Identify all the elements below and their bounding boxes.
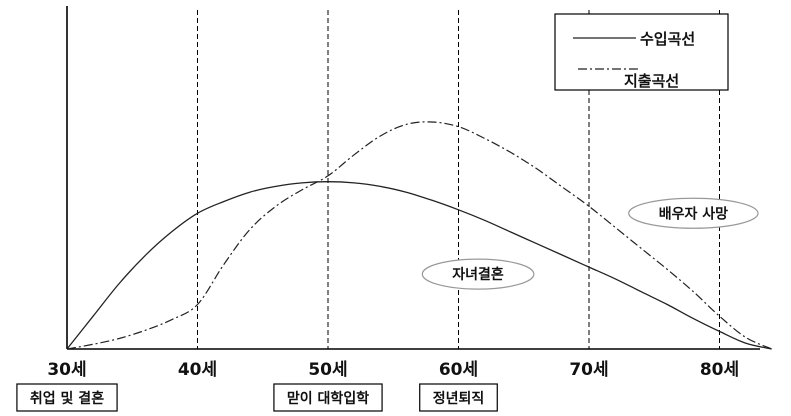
series-line-expense	[66, 121, 772, 350]
annotation: 자녀결혼	[421, 258, 535, 290]
annotation-label: 자녀결혼	[452, 266, 504, 283]
annotation-label: 맏이 대학입학	[287, 390, 369, 407]
annotation: 정년퇴직	[419, 383, 498, 412]
x-tick-label: 30세	[47, 360, 86, 380]
series-line-income	[66, 181, 772, 350]
annotation-box	[273, 383, 383, 412]
annotation: 배우자 사망	[628, 197, 759, 229]
annotation-box	[419, 383, 498, 412]
annotation-label: 정년퇴직	[433, 390, 485, 407]
x-tick-label: 80세	[700, 360, 739, 380]
x-tick-labels: 30세 40세 50세 60세 70세 80세	[47, 360, 739, 380]
annotation: 맏이 대학입학	[273, 383, 383, 412]
x-tick-label: 70세	[569, 360, 608, 380]
annotation-ellipse	[628, 197, 759, 229]
x-tick-label: 50세	[308, 360, 347, 380]
annotation-label: 배우자 사망	[659, 205, 728, 222]
annotation-box	[16, 383, 118, 412]
x-tick-label: 40세	[178, 360, 217, 380]
annotation-ellipse	[421, 258, 535, 290]
legend-label-income: 수입곡선	[640, 30, 695, 48]
annotation-label: 취업 및 결혼	[30, 390, 104, 407]
x-tick-label: 60세	[439, 360, 478, 380]
annotations: 취업 및 결혼 맏이 대학입학 정년퇴직 자녀결혼 배우자 사망	[16, 197, 759, 412]
legend: 수입곡선 지출곡선	[554, 13, 729, 91]
annotation: 취업 및 결혼	[16, 383, 118, 412]
legend-box	[554, 13, 729, 91]
legend-label-expense: 지출곡선	[624, 72, 679, 90]
